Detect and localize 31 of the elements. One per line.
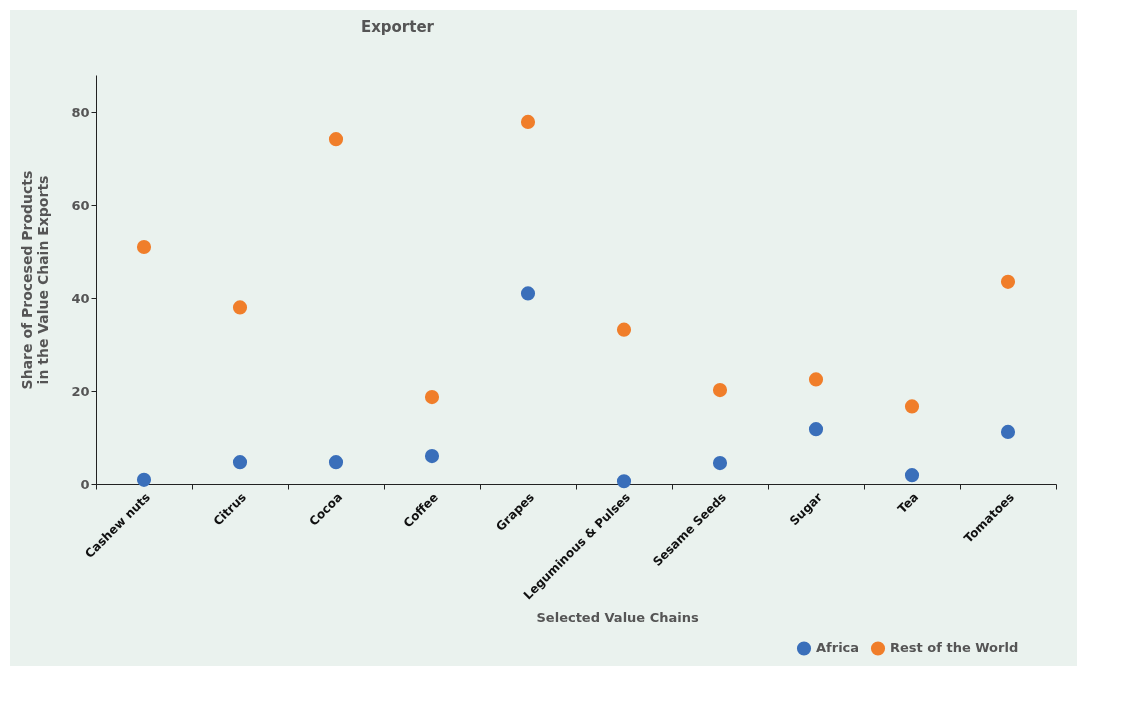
point	[712, 456, 728, 471]
point	[136, 472, 152, 487]
point	[808, 422, 824, 437]
point	[424, 390, 440, 405]
point	[808, 372, 824, 387]
point	[904, 399, 920, 414]
point	[328, 132, 344, 147]
y-tick-label: 80	[71, 104, 90, 120]
y-tick-label: 0	[80, 476, 90, 492]
point	[328, 455, 344, 470]
point	[232, 455, 248, 470]
point	[520, 286, 536, 301]
legend-label: Rest of the World	[890, 640, 1019, 656]
y-tick-label: 40	[71, 290, 90, 306]
y-tick-label: 20	[71, 383, 90, 399]
x-axis-title: Selected Value Chains	[536, 609, 699, 625]
point	[232, 300, 248, 315]
y-tick-label: 60	[71, 197, 90, 213]
point	[712, 383, 728, 398]
point	[520, 114, 536, 129]
point	[616, 322, 632, 337]
legend-label: Africa	[816, 640, 860, 656]
x-tick-label: Tea	[894, 490, 921, 517]
point	[904, 468, 920, 483]
point	[424, 449, 440, 464]
point	[136, 239, 152, 255]
point	[1000, 424, 1016, 439]
chart-title: Exporter	[360, 18, 435, 36]
y-axis-title: Share of Procesed Products in the Value Chain Exports	[19, 170, 52, 390]
point	[1000, 274, 1016, 289]
point	[616, 474, 632, 489]
